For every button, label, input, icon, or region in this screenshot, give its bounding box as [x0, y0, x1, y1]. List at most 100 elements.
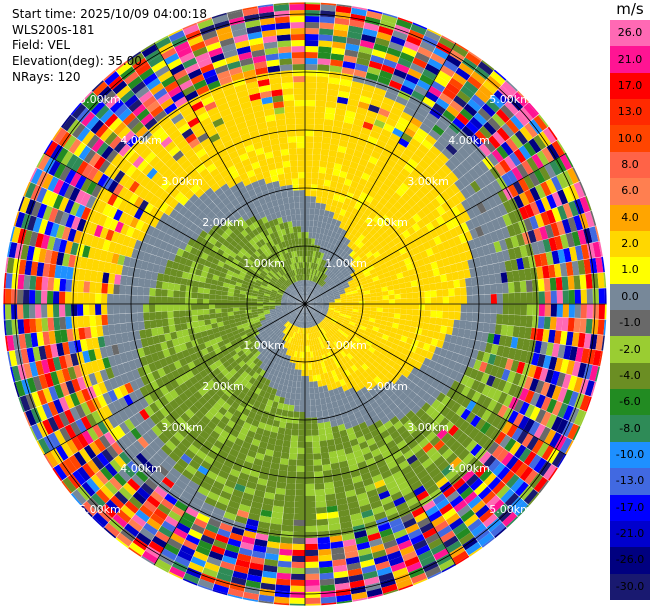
velocity-gate — [470, 460, 484, 474]
velocity-gate — [357, 312, 365, 317]
velocity-gate — [435, 97, 450, 110]
velocity-gate — [312, 447, 321, 454]
velocity-gate — [313, 325, 318, 332]
velocity-gate — [453, 319, 461, 329]
velocity-gate — [327, 229, 333, 237]
velocity-gate — [370, 310, 377, 316]
velocity-gate — [528, 454, 542, 470]
velocity-gate — [326, 242, 332, 250]
velocity-gate — [501, 314, 509, 325]
velocity-gate — [343, 376, 350, 385]
velocity-gate — [320, 259, 325, 266]
velocity-gate — [277, 560, 292, 568]
velocity-gate — [586, 242, 596, 259]
velocity-gate — [337, 145, 347, 154]
velocity-gate — [393, 397, 403, 407]
velocity-gate — [305, 441, 313, 448]
velocity-gate — [443, 175, 454, 187]
velocity-gate — [305, 567, 320, 574]
velocity-gate — [383, 123, 395, 133]
velocity-gate — [384, 397, 394, 407]
velocity-gate — [482, 156, 495, 170]
velocity-gate — [536, 266, 544, 280]
velocity-gate — [155, 311, 162, 320]
velocity-gate — [453, 95, 467, 108]
velocity-gate — [301, 375, 305, 382]
velocity-gate — [301, 327, 304, 334]
velocity-gate — [368, 317, 376, 323]
velocity-gate — [318, 554, 332, 562]
velocity-gate — [191, 292, 198, 299]
velocity-gate — [393, 201, 403, 211]
velocity-gate — [364, 240, 372, 248]
velocity-gate — [305, 465, 314, 473]
velocity-gate — [533, 366, 543, 380]
velocity-gate — [338, 404, 346, 413]
velocity-gate — [393, 435, 404, 445]
velocity-gate — [327, 294, 334, 298]
velocity-gate — [501, 421, 513, 435]
velocity-gate — [474, 225, 485, 238]
velocity-gate — [590, 210, 597, 226]
velocity-gate — [507, 314, 515, 326]
velocity-gate — [83, 281, 91, 293]
velocity-gate — [462, 142, 475, 156]
velocity-gate — [354, 223, 362, 232]
velocity-gate — [543, 316, 551, 330]
velocity-gate — [442, 357, 451, 368]
velocity-gate — [317, 239, 322, 246]
velocity-gate — [442, 109, 456, 122]
velocity-gate — [476, 393, 487, 406]
velocity-gate — [340, 297, 347, 301]
velocity-gate — [430, 543, 446, 556]
velocity-gate — [357, 359, 365, 367]
velocity-gate — [347, 279, 355, 285]
velocity-gate — [423, 316, 431, 324]
velocity-gate — [357, 51, 372, 61]
velocity-gate — [316, 302, 323, 304]
velocity-gate — [308, 262, 312, 269]
velocity-gate — [507, 248, 517, 260]
velocity-gate — [579, 318, 587, 333]
velocity-gate — [393, 313, 401, 319]
velocity-gate — [385, 372, 394, 381]
velocity-gate — [58, 291, 66, 304]
velocity-gate — [173, 304, 180, 311]
velocity-gate — [382, 256, 391, 263]
velocity-gate — [429, 435, 441, 447]
velocity-gate — [544, 429, 557, 445]
velocity-gate — [29, 318, 37, 333]
velocity-gate — [323, 228, 329, 236]
velocity-gate — [390, 327, 398, 334]
velocity-gate — [339, 515, 352, 524]
velocity-gate — [401, 465, 413, 476]
velocity-gate — [454, 287, 461, 296]
velocity-gate — [305, 579, 320, 586]
velocity-gate — [417, 315, 425, 323]
velocity-gate — [336, 594, 352, 603]
velocity-gate — [333, 29, 348, 38]
velocity-gate — [325, 433, 334, 441]
velocity-gate — [239, 304, 246, 308]
velocity-gate — [345, 172, 355, 181]
velocity-gate — [284, 500, 295, 508]
velocity-gate — [551, 207, 562, 222]
velocity-gate — [186, 322, 194, 329]
velocity-gate — [499, 159, 512, 173]
velocity-gate — [215, 294, 222, 300]
velocity-gate — [373, 279, 381, 286]
velocity-gate — [442, 257, 450, 267]
velocity-gate — [310, 202, 316, 209]
velocity-gate — [406, 197, 417, 208]
velocity-gate — [335, 220, 342, 228]
velocity-gate — [381, 149, 392, 159]
velocity-gate — [387, 285, 394, 291]
velocity-gate — [368, 346, 376, 354]
velocity-gate — [330, 138, 340, 146]
velocity-gate — [461, 199, 472, 211]
velocity-gate — [347, 266, 354, 273]
velocity-gate — [445, 409, 456, 421]
velocity-gate — [239, 300, 246, 304]
velocity-gate — [432, 331, 440, 340]
velocity-gate — [398, 282, 406, 289]
